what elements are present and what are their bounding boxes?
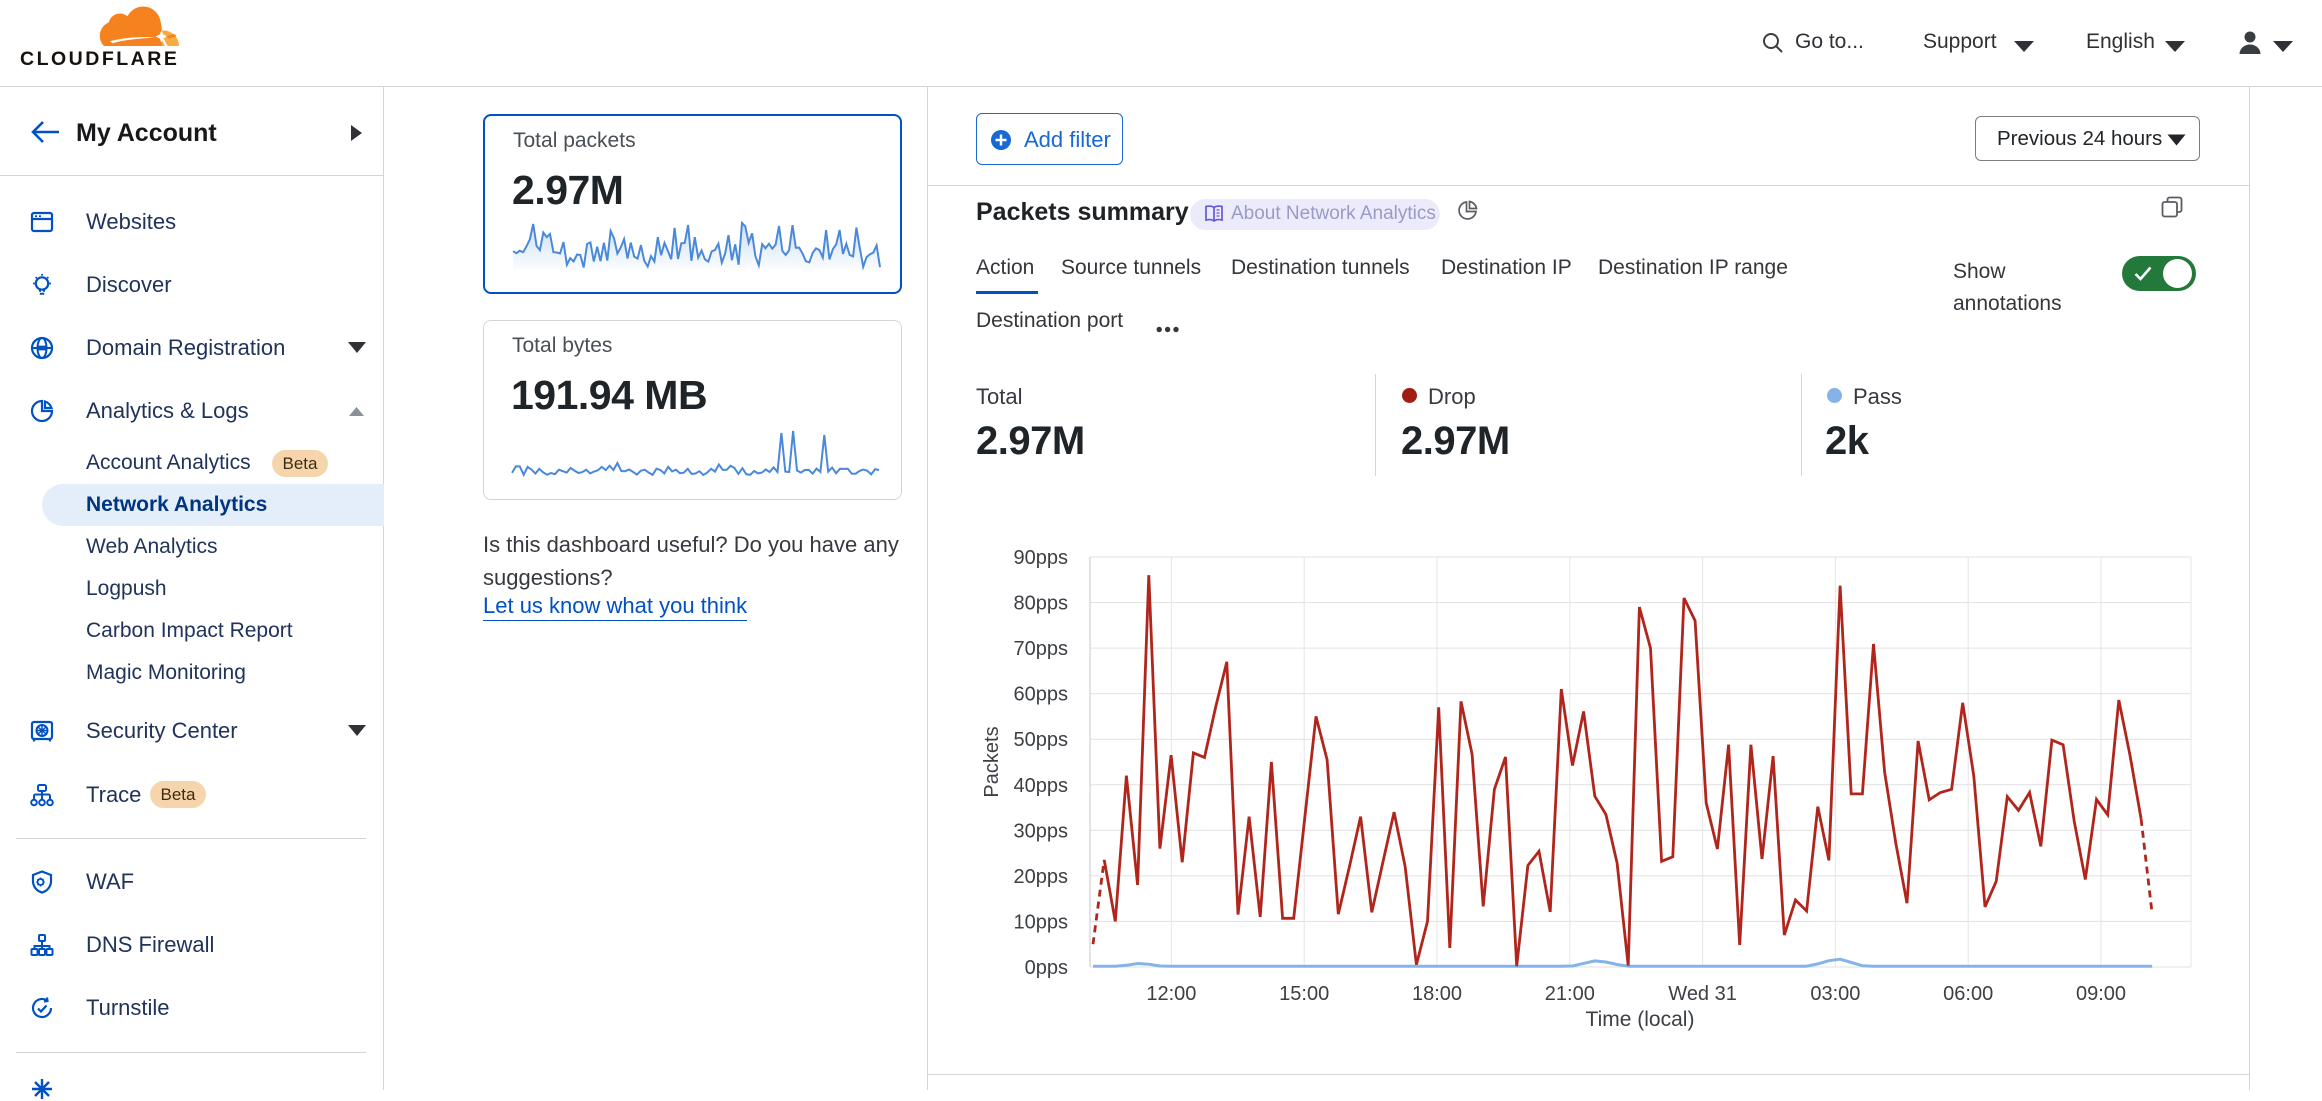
svg-text:18:00: 18:00 [1412,983,1462,1005]
svg-text:20pps: 20pps [1014,866,1069,888]
svg-text:50pps: 50pps [1014,729,1069,751]
svg-text:70pps: 70pps [1014,638,1069,660]
svg-text:90pps: 90pps [1014,547,1069,569]
svg-text:12:00: 12:00 [1146,983,1196,1005]
svg-text:Packets: Packets [981,726,1003,797]
svg-text:60pps: 60pps [1014,684,1069,706]
svg-text:30pps: 30pps [1014,820,1069,842]
svg-text:10pps: 10pps [1014,911,1069,933]
svg-text:03:00: 03:00 [1810,983,1860,1005]
svg-text:06:00: 06:00 [1943,983,1993,1005]
svg-text:21:00: 21:00 [1545,983,1595,1005]
svg-text:Time (local): Time (local) [1586,1008,1695,1031]
svg-text:Wed 31: Wed 31 [1668,983,1737,1005]
svg-text:80pps: 80pps [1014,593,1069,615]
svg-text:15:00: 15:00 [1279,983,1329,1005]
svg-text:40pps: 40pps [1014,775,1069,797]
svg-text:09:00: 09:00 [2076,983,2126,1005]
svg-text:0pps: 0pps [1025,957,1068,979]
